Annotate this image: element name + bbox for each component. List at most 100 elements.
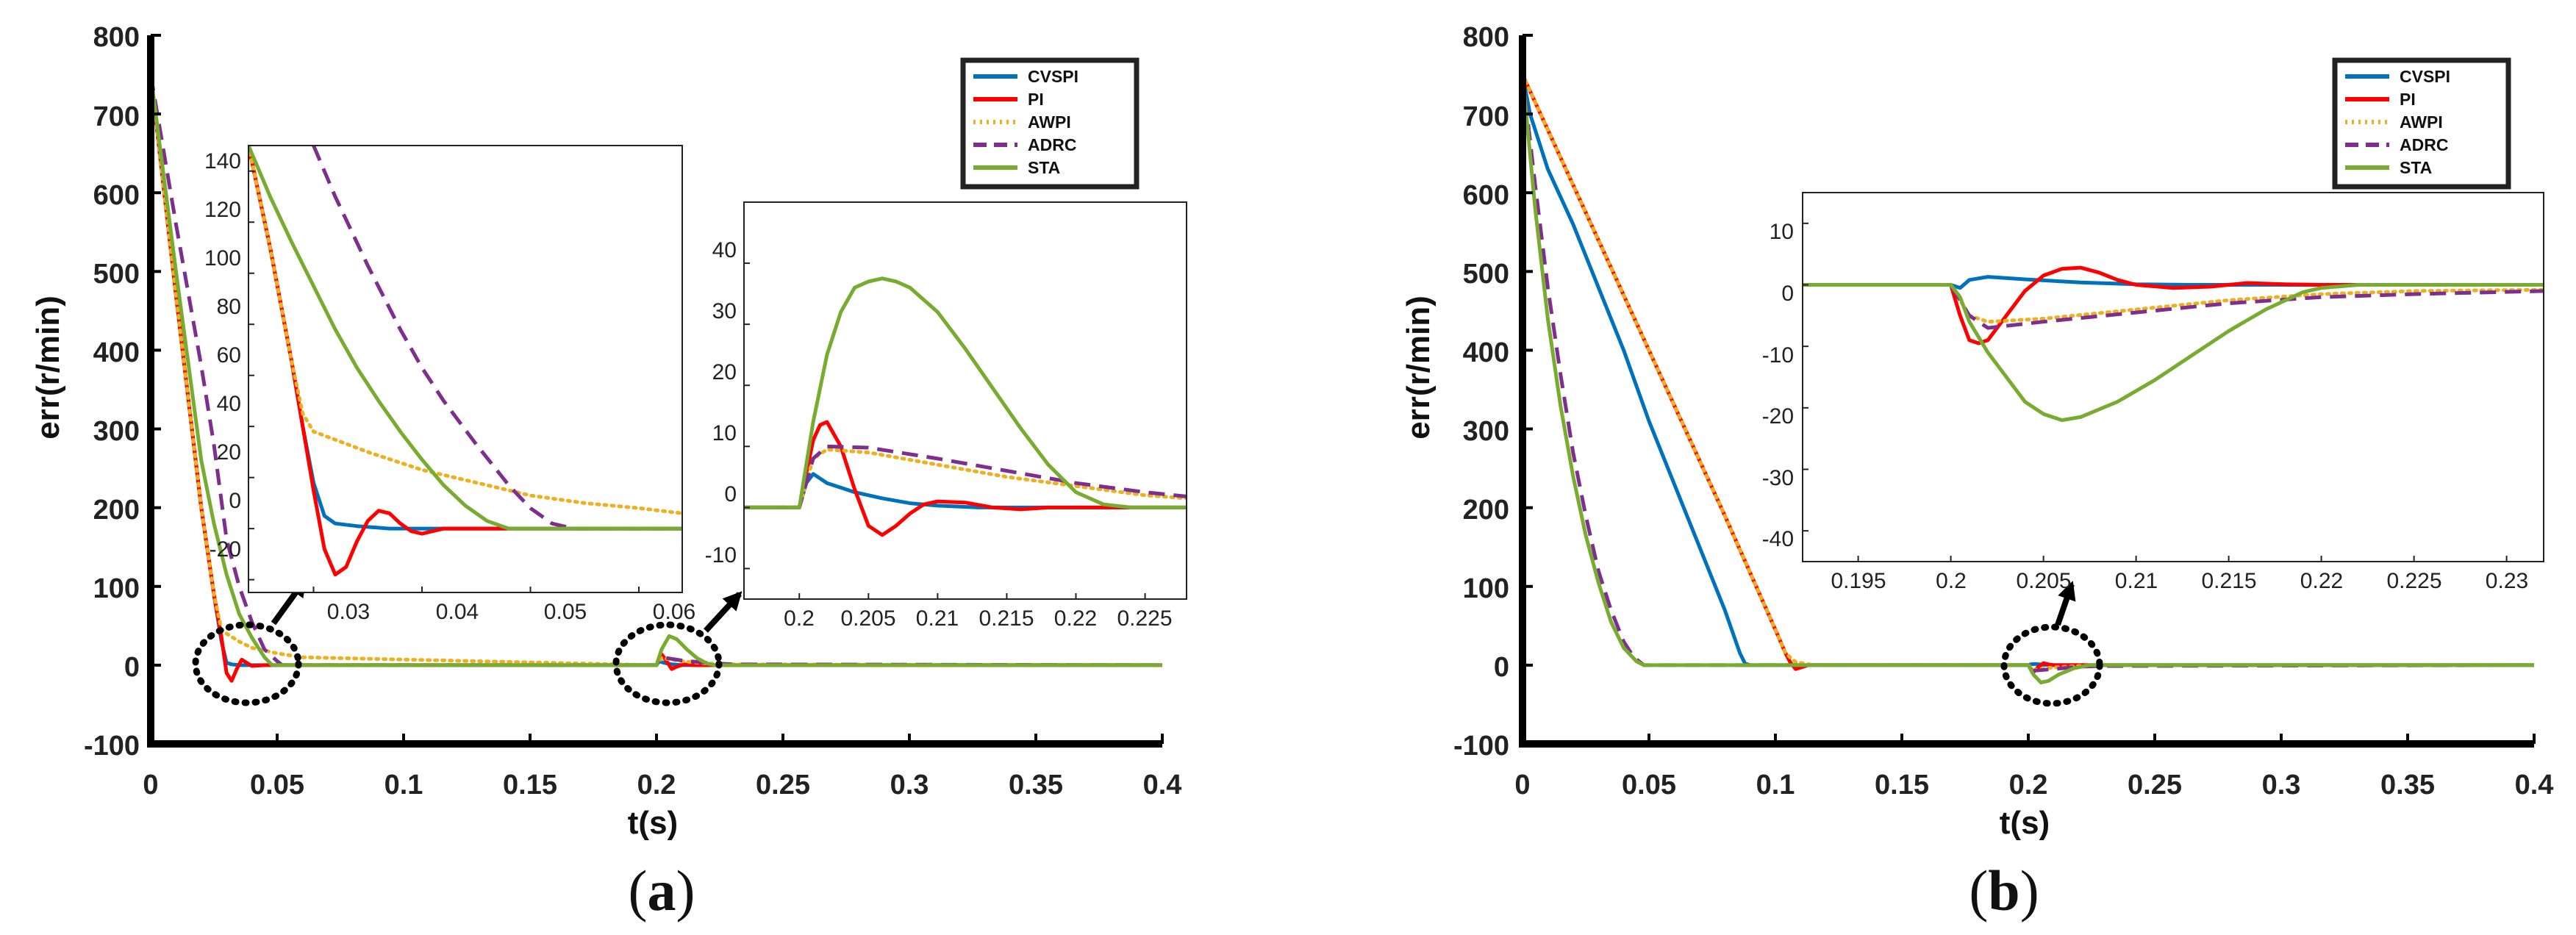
inset-y-tick-label: -30 xyxy=(1762,466,1794,490)
inset-x-tick-label: 0.2 xyxy=(1936,569,1967,593)
x-tick-label: 0.25 xyxy=(2128,770,2182,800)
x-tick-label: 0 xyxy=(1514,770,1530,800)
inset-y-tick-label: 40 xyxy=(217,392,241,416)
panel-b-tick-marks xyxy=(1521,34,2536,745)
legend-label: ADRC xyxy=(2400,135,2448,154)
y-tick-label: 400 xyxy=(93,337,140,368)
inset-x-tick-label: 0.225 xyxy=(2386,569,2441,593)
legend-label: STA xyxy=(2400,158,2432,177)
series-line-pi xyxy=(248,146,682,577)
caption-letter: b xyxy=(1988,859,2019,923)
series-line-adrc xyxy=(151,74,1162,667)
y-tick-label: 800 xyxy=(1463,22,1509,53)
inset-y-tick-label: 40 xyxy=(712,238,737,262)
x-tick-label: 0.15 xyxy=(1875,770,1929,800)
y-tick-label: 100 xyxy=(93,573,140,604)
caption-letter: a xyxy=(648,859,676,923)
x-tick-label: 0.1 xyxy=(1756,770,1795,800)
panel-a-inset-1: 140 120 100 80 60 40 20 0 -20 0.03 0.04 … xyxy=(204,145,695,624)
y-tick-label: 200 xyxy=(1463,495,1509,526)
panel-b-x-ticks: 0 0.05 0.1 0.15 0.2 0.25 0.3 0.35 0.4 xyxy=(1514,770,2553,800)
y-tick-label: 100 xyxy=(1463,573,1509,604)
inset-x-tick-label: 0.215 xyxy=(978,606,1034,631)
x-tick-label: 0.15 xyxy=(503,770,557,800)
inset-x-tick-label: 0.21 xyxy=(2115,569,2158,593)
inset-x-tick-label: 0.23 xyxy=(2486,569,2528,593)
y-axis-label: err(r/min) xyxy=(30,295,66,440)
legend-label: CVSPI xyxy=(2400,67,2450,86)
inset-y-tick-label: 20 xyxy=(217,440,241,465)
panel-b-legend: CVSPI PI AWPI ADRC STA xyxy=(2332,57,2511,190)
inset-x-tick-label: 0.05 xyxy=(544,600,587,624)
inset-y-tick-label: 0 xyxy=(724,482,737,506)
series-line-pi xyxy=(1803,265,2544,345)
inset-x-tick-label: 0.22 xyxy=(2300,569,2343,593)
x-tick-label: 0.35 xyxy=(2380,770,2435,800)
series-line-adrc xyxy=(744,444,1187,509)
panel-a-legend: CVSPI PI AWPI ADRC STA xyxy=(960,57,1139,190)
panel-b-caption: (b) xyxy=(1969,859,2039,923)
legend-label: ADRC xyxy=(1028,135,1076,154)
inset-y-tick-label: 30 xyxy=(712,299,737,323)
series-line-adrc xyxy=(312,146,682,531)
series-line-adrc xyxy=(1803,283,2544,330)
inset-series-group xyxy=(1803,222,2544,562)
series-line-cvspi xyxy=(1803,275,2544,290)
inset-x-tick-label: 0.03 xyxy=(327,600,370,624)
panel-b-series-group xyxy=(1523,73,2534,684)
inset-background xyxy=(248,146,682,592)
inset-y-tick-label: 0 xyxy=(229,489,241,513)
inset-y-tick-label: 140 xyxy=(204,149,241,173)
series-line-sta xyxy=(744,276,1187,509)
y-tick-label: 300 xyxy=(1463,416,1509,447)
series-line-sta xyxy=(1803,283,2544,423)
inset-x-tick-label: 0.225 xyxy=(1117,606,1172,631)
legend-label: AWPI xyxy=(1028,112,1071,132)
y-tick-label: 0 xyxy=(124,652,140,683)
inset-x-tick-label: 0.205 xyxy=(2016,569,2071,593)
inset-x-tick-label: 0.215 xyxy=(2201,569,2256,593)
inset-y-tick-label: 60 xyxy=(217,343,241,368)
x-tick-label: 0 xyxy=(143,770,158,800)
inset-x-tick-label: 0.195 xyxy=(1831,569,1886,593)
inset-frame xyxy=(743,201,1187,600)
zoom-arrow xyxy=(2055,581,2076,626)
inset-x-tick-label: 0.06 xyxy=(653,600,695,624)
inset-background xyxy=(1803,193,2544,562)
x-tick-label: 0.1 xyxy=(384,770,423,800)
inset-series-group xyxy=(744,262,1187,599)
panel-b-inset: -40 -30 -20 -10 0 10 0.195 0.2 0.205 0.2… xyxy=(1762,192,2544,593)
series-line-awpi xyxy=(1803,283,2544,324)
inset-y-tick-label: -40 xyxy=(1762,527,1794,551)
y-tick-label: 0 xyxy=(1494,652,1509,683)
series-line-awpi xyxy=(248,146,682,515)
inset-series-group xyxy=(248,146,682,592)
legend-label: AWPI xyxy=(2400,112,2443,132)
y-tick-label: 200 xyxy=(93,495,140,526)
legend-label: PI xyxy=(1028,90,1044,109)
inset-y-tick-label: -20 xyxy=(210,537,241,562)
inset-y-tick-label: -20 xyxy=(1762,404,1794,429)
x-tick-label: 0.2 xyxy=(2009,770,2048,800)
panel-a-inset-2: 40 30 20 10 0 -10 0.2 0.205 0.21 0.215 0… xyxy=(705,201,1187,631)
x-axis-label: t(s) xyxy=(628,805,678,841)
panel-a-caption: (a) xyxy=(629,859,695,923)
zoom-arrow xyxy=(704,591,743,633)
zoom-ellipse-marker xyxy=(612,621,723,706)
inset-y-tick-label: 10 xyxy=(712,421,737,445)
inset-y-tick-label: 0 xyxy=(1781,282,1794,306)
inset-frame xyxy=(1802,192,2544,562)
inset-y-tick-label: 80 xyxy=(217,295,241,319)
x-tick-label: 0.25 xyxy=(756,770,810,800)
inset-y-tick-label: -10 xyxy=(1762,343,1794,368)
panel-a-x-ticks: 0 0.05 0.1 0.15 0.2 0.25 0.3 0.35 0.4 xyxy=(143,770,1181,800)
inset-frame xyxy=(248,145,683,593)
y-tick-label: 300 xyxy=(93,416,140,447)
inset-y-tick-label: 20 xyxy=(712,360,737,384)
panel-b: 800 700 600 500 400 300 200 100 0 -100 0… xyxy=(1400,22,2553,923)
series-line-sta xyxy=(1523,74,2534,684)
zoom-ellipse-marker xyxy=(2000,623,2103,707)
y-tick-label: 700 xyxy=(1463,101,1509,132)
inset-x-tick-label: 0.22 xyxy=(1054,606,1097,631)
y-tick-label: 400 xyxy=(1463,337,1509,368)
